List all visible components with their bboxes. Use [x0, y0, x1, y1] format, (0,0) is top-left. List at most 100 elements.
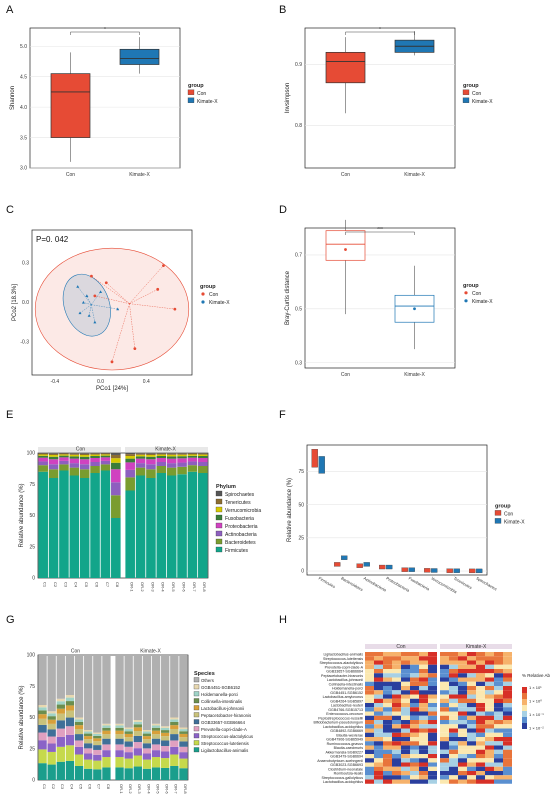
legend-title: group — [463, 283, 479, 289]
heatmap-cell — [440, 732, 449, 737]
heatmap-cell — [503, 715, 512, 720]
row-label: GGB4766-SGB15713 — [328, 708, 363, 712]
bar-segment — [74, 746, 84, 755]
bar-segment — [170, 721, 179, 726]
bar-segment — [161, 758, 170, 768]
bar-segment — [187, 471, 198, 578]
x-tick-label: OR-4 — [161, 582, 166, 592]
heatmap-cell — [401, 775, 410, 780]
heatmap-cell — [494, 737, 503, 742]
bar-segment — [59, 455, 69, 458]
heatmap-cell — [392, 652, 401, 657]
heatmap-cell — [503, 758, 512, 763]
centroid-spoke — [77, 286, 92, 305]
x-tick-label: OR-5 — [155, 784, 160, 794]
heatmap-cell — [485, 779, 494, 784]
heatmap-cell — [476, 707, 485, 712]
box — [424, 568, 431, 573]
bar-segment — [111, 469, 121, 483]
heatmap-cell — [503, 754, 512, 759]
heatmap-cell — [392, 673, 401, 678]
heatmap-cell — [374, 652, 383, 657]
legend-label: Kimate-X — [472, 99, 493, 105]
bar-segment — [90, 473, 100, 578]
heatmap-cell — [494, 715, 503, 720]
bar-segment — [115, 738, 124, 745]
bar-segment — [102, 730, 111, 735]
heatmap-cell — [401, 686, 410, 691]
heatmap-cell — [449, 754, 458, 759]
heatmap-cell — [428, 754, 437, 759]
heatmap-cell — [467, 737, 476, 742]
heatmap-cell — [410, 690, 419, 695]
legend-label: Con — [504, 511, 513, 517]
bar-segment — [115, 727, 124, 731]
heatmap-cell — [374, 779, 383, 784]
centroid-spoke — [91, 304, 96, 323]
bar-segment — [151, 730, 161, 735]
heatmap-cell — [401, 652, 410, 657]
heatmap-cell — [440, 673, 449, 678]
x-axis-label: PCo1 [24%] — [96, 386, 128, 392]
bar-segment — [124, 729, 133, 732]
x-tick-label: Con — [341, 172, 350, 178]
row-label: Lactobacillus-acidophilus — [323, 725, 363, 729]
bar-segment — [48, 455, 59, 457]
heatmap-cell — [485, 720, 494, 725]
x-tick-label: C8 — [106, 784, 111, 790]
heatmap-cell — [383, 690, 392, 695]
bar-segment — [74, 734, 84, 741]
heatmap-cell — [410, 703, 419, 708]
heatmap-cell — [401, 690, 410, 695]
heatmap-cell — [494, 758, 503, 763]
heatmap-cell — [401, 711, 410, 716]
legend-swatch — [462, 89, 470, 95]
x-tick-label: OR-7 — [174, 784, 179, 794]
heatmap-cell — [467, 758, 476, 763]
heatmap-cell — [410, 669, 419, 674]
heatmap-cell — [383, 724, 392, 729]
bar-segment — [102, 723, 111, 726]
bar-segment — [151, 723, 161, 726]
sig-label: *** — [377, 227, 383, 233]
bar-segment — [56, 655, 65, 699]
legend-swatch — [193, 677, 200, 683]
heatmap-cell — [410, 745, 419, 750]
group-label: Kimate-X — [466, 644, 487, 650]
heatmap-cell — [449, 707, 458, 712]
bar-segment — [102, 738, 111, 745]
heatmap-cell — [392, 686, 401, 691]
heatmap-cell — [503, 660, 512, 665]
group-strip — [440, 644, 512, 649]
heatmap-cell — [467, 762, 476, 767]
bar-segment — [93, 760, 102, 770]
heatmap-cell — [494, 745, 503, 750]
heatmap-cell — [476, 673, 485, 678]
legend-label: Proteobacteria — [225, 524, 258, 530]
heatmap-cell — [467, 711, 476, 716]
heatmap-cell — [440, 724, 449, 729]
x-tick-label: Bacteroidetes — [340, 576, 364, 593]
heatmap-cell — [494, 720, 503, 725]
group-strip — [38, 447, 121, 452]
heatmap-cell — [419, 732, 428, 737]
heatmap-cell — [428, 745, 437, 750]
heatmap-cell — [374, 656, 383, 661]
heatmap-cell — [419, 745, 428, 750]
panel-label-a: A — [6, 4, 14, 16]
bar-segment — [135, 453, 146, 455]
bar-segment — [161, 730, 170, 733]
heatmap-cell — [440, 749, 449, 754]
heatmap-cell — [428, 779, 437, 784]
heatmap-cell — [392, 737, 401, 742]
heatmap-cell — [419, 779, 428, 784]
x-tick-label: C1 — [43, 582, 48, 588]
x-tick-label: OR-6 — [181, 582, 186, 592]
heatmap-cell — [494, 749, 503, 754]
heatmap-cell — [494, 724, 503, 729]
bar-segment — [198, 453, 208, 454]
heatmap-cell — [458, 690, 467, 695]
bar-segment — [187, 455, 198, 458]
heatmap-cell — [401, 771, 410, 776]
bar-segment — [151, 744, 161, 751]
